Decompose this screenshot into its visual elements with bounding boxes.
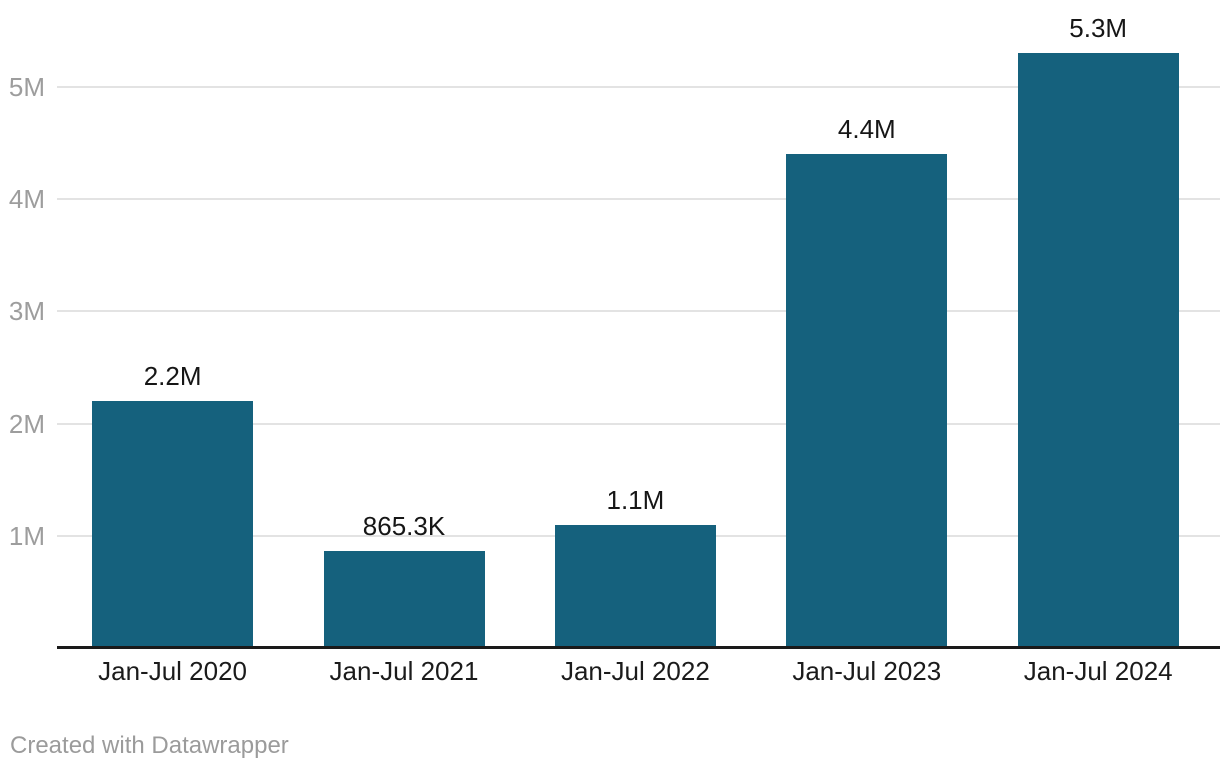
- y-tick-label-4m: 4M: [8, 184, 45, 214]
- gridline-4m: [57, 198, 1220, 200]
- x-tick-label-jan-jul-2023: Jan-Jul 2023: [792, 656, 942, 686]
- value-label-jan-jul-2020: 2.2M: [143, 361, 202, 392]
- x-axis-line: [57, 646, 1220, 649]
- x-tick-label-jan-jul-2020: Jan-Jul 2020: [98, 656, 248, 686]
- y-tick-label-2m: 2M: [8, 408, 45, 439]
- x-tick-label-jan-jul-2022: Jan-Jul 2022: [560, 656, 710, 686]
- bar-jan-jul-2022: [554, 524, 716, 648]
- gridline-2m: [57, 422, 1220, 425]
- gridline-3m: [57, 310, 1220, 313]
- gridline-5m: [57, 85, 1220, 88]
- y-tick-label-5m: 5M: [8, 71, 45, 102]
- y-tick-label-3m: 3M: [8, 296, 45, 327]
- bar-jan-jul-2020: [92, 401, 254, 648]
- y-tick-label-1m: 1M: [8, 520, 45, 551]
- value-label-jan-jul-2023: 4.4M: [837, 114, 896, 145]
- attribution-text: Created with Datawrapper: [10, 732, 289, 759]
- value-label-jan-jul-2022: 1.1M: [606, 484, 665, 515]
- value-label-jan-jul-2021: 865.3K: [362, 510, 446, 541]
- x-tick-label-jan-jul-2024: Jan-Jul 2024: [1023, 656, 1173, 686]
- bar-jan-jul-2021: [323, 550, 485, 648]
- bar-jan-jul-2023: [786, 154, 948, 648]
- x-tick-label-jan-jul-2021: Jan-Jul 2021: [329, 656, 479, 686]
- bar-jan-jul-2024: [1017, 53, 1179, 648]
- value-label-jan-jul-2024: 5.3M: [1069, 13, 1128, 44]
